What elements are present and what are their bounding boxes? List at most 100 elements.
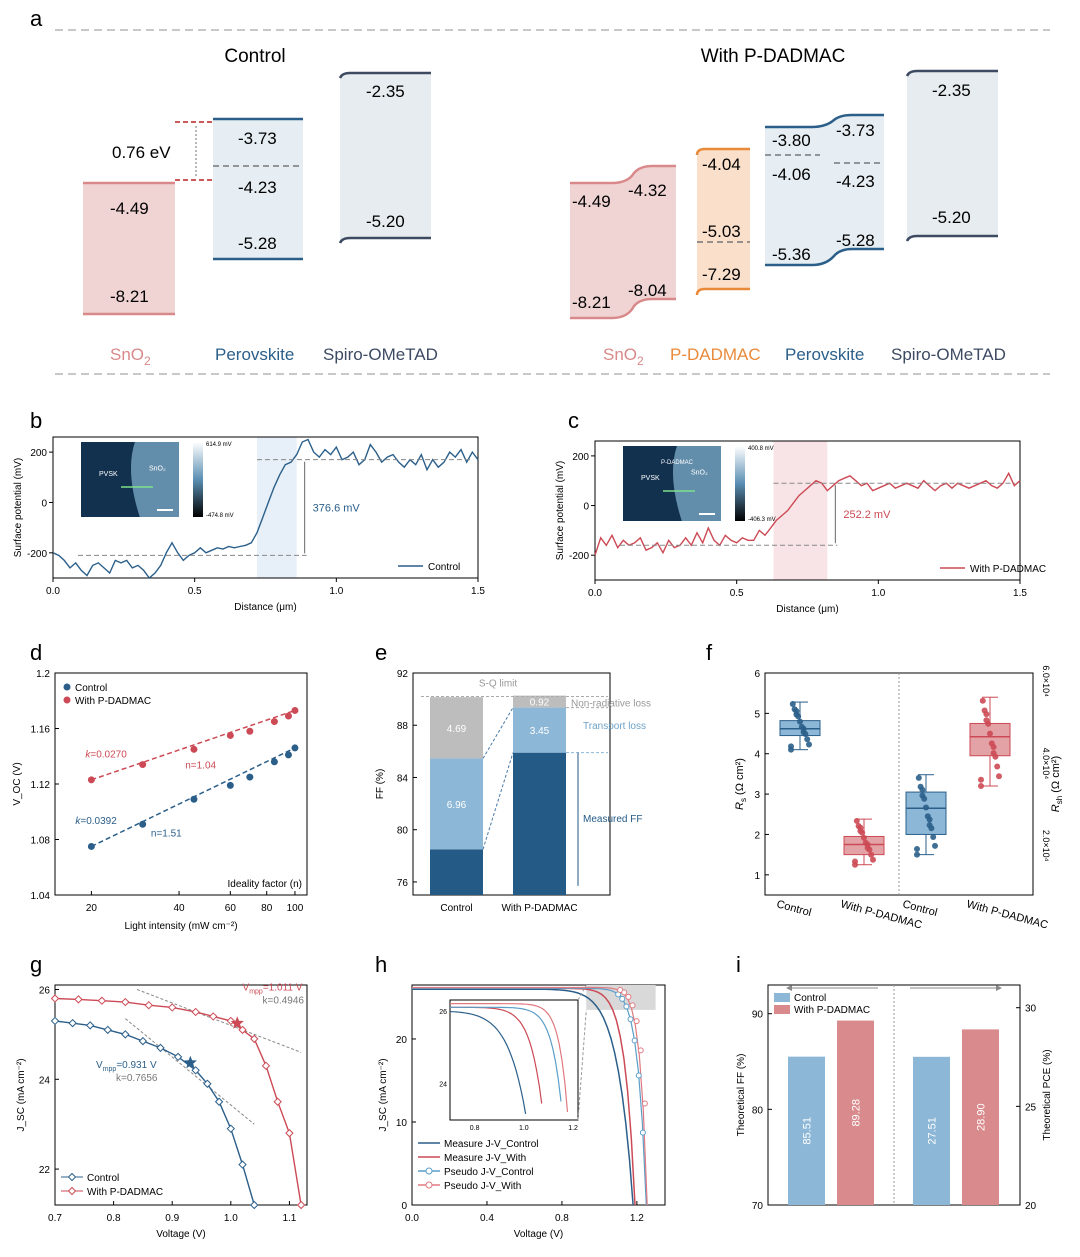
inset-pseudo-control <box>450 1006 562 1102</box>
x-tick-label: 0.9 <box>165 1213 179 1224</box>
inset-x-tick-label: 1.2 <box>568 1125 578 1132</box>
data-point <box>250 1034 259 1044</box>
legend-label: Measure J-V_With <box>444 1153 526 1164</box>
data-point <box>191 1007 200 1017</box>
data-point <box>996 773 1002 780</box>
legend-swatch <box>774 993 790 1002</box>
pseudo-with-point <box>637 1047 644 1054</box>
data-point <box>250 1200 259 1210</box>
data-point <box>868 851 875 858</box>
data-point <box>930 834 937 841</box>
pvsk-right-v1: -3.80 <box>772 131 811 150</box>
spiro-left-vb-val: -5.20 <box>366 212 405 231</box>
data-point <box>74 995 83 1004</box>
potential-annotation: 376.6 mV <box>313 503 361 515</box>
x-category-label: With P-DADMAC <box>965 898 1049 931</box>
y-tick-label: 0 <box>401 1201 407 1212</box>
fit-line-1 <box>91 709 296 781</box>
data-point <box>191 1066 200 1075</box>
pseudo-with-point <box>633 1018 640 1025</box>
pvsk-right-v4: -4.23 <box>836 172 875 191</box>
data-point <box>226 731 234 739</box>
bar <box>913 1056 950 1205</box>
sno2-right-v2: -4.32 <box>628 181 667 200</box>
data-point <box>85 1021 95 1030</box>
data-point <box>273 1097 282 1106</box>
legend-label: Control <box>428 562 460 573</box>
pvsk-right-cb <box>765 113 884 129</box>
spiro-right-vb-val: -5.20 <box>932 208 971 227</box>
left-title: Control <box>224 46 285 67</box>
mpp-label: Vmpp=1.011 V <box>243 982 303 995</box>
label-pvsk-left: Perovskite <box>215 345 294 364</box>
spiro-right-band <box>907 71 998 241</box>
transport-value: 3.45 <box>530 726 550 737</box>
bar-nonradiative-loss <box>430 697 483 759</box>
y-tick-label: 1.2 <box>36 669 50 680</box>
data-point <box>270 758 278 766</box>
legend-label: Control <box>794 993 826 1004</box>
pdad-v2: -5.03 <box>702 222 741 241</box>
kpfm-inset-bright-region <box>672 446 721 521</box>
x-tick-label: 1.0 <box>329 586 343 597</box>
y-axis-label-right: Rsh (Ω cm²) <box>1050 756 1064 812</box>
mpp-k-label: k=0.4946 <box>263 995 305 1006</box>
plot-frame <box>412 672 611 896</box>
y-tick-label: 1.04 <box>31 891 51 902</box>
y-tick-label: 1.12 <box>31 780 51 791</box>
y-axis-label-left: Rs (Ω cm²) <box>734 758 748 810</box>
panel-d: 20 40 60 80 100 1.04 1.08 1.12 1.16 1.2 Light inte… <box>12 669 308 932</box>
pvsk-right-band <box>765 115 884 265</box>
pvsk-right-v3: -4.06 <box>772 165 811 184</box>
y-tick-label: 22 <box>39 1165 51 1176</box>
data-point <box>853 817 860 824</box>
data-point <box>852 858 858 865</box>
data-point <box>806 741 812 748</box>
y-tick-label: 88 <box>397 721 409 732</box>
data-point <box>789 700 796 707</box>
bar <box>837 1020 874 1205</box>
data-point <box>214 1097 224 1106</box>
legend-marker <box>67 1186 77 1196</box>
nonrad-value: 0.92 <box>530 698 550 709</box>
spiro-left-cb-val: -2.35 <box>366 82 405 101</box>
legend-marker <box>425 1181 433 1189</box>
k-label: k=0.0392 <box>75 816 117 827</box>
ideality-label: n=1.51 <box>151 829 182 840</box>
pdad-v3: -7.29 <box>702 265 741 284</box>
data-point <box>923 804 929 811</box>
x-axis-label: Voltage (V) <box>156 1229 205 1240</box>
panel-f-letter: f <box>706 640 713 665</box>
data-point <box>87 776 95 784</box>
y-tick-label: 0 <box>41 498 47 509</box>
plot-frame <box>594 440 1021 581</box>
data-point <box>866 846 873 853</box>
bar-value-label: 89.28 <box>851 1099 863 1127</box>
potential-annotation: 252.2 mV <box>843 509 891 521</box>
label-nonrad: Non-radiative loss <box>571 699 651 710</box>
x-axis-label: Light intensity (mW cm⁻²) <box>124 921 237 932</box>
x-tick-label: 0.8 <box>107 1213 121 1224</box>
legend-marker <box>67 1172 77 1182</box>
right-tick-label: 20 <box>1025 1201 1037 1212</box>
y-tick-label: 1 <box>754 871 760 882</box>
data-point <box>870 856 876 863</box>
data-point <box>788 743 794 750</box>
x-tick-label: 1.0 <box>871 588 885 599</box>
sno2-left-band <box>83 183 175 314</box>
data-point <box>296 1200 306 1210</box>
legend-label: With P-DADMAC <box>970 564 1046 575</box>
data-point <box>173 1052 183 1062</box>
inset-x-tick-label: 1.0 <box>519 1125 529 1132</box>
pseudo-with-point <box>625 993 632 1000</box>
y-tick-label: 20 <box>396 1035 408 1046</box>
inset-measured-control <box>449 1010 527 1115</box>
data-point <box>859 829 866 836</box>
pseudo-control-point <box>623 1003 630 1010</box>
data-point <box>861 834 867 841</box>
bar-measured-ff <box>513 752 566 895</box>
y-tick-label: -200 <box>27 549 47 560</box>
sno2-right-vb <box>570 297 676 320</box>
inset-label-pvsk: PVSK <box>641 475 660 482</box>
